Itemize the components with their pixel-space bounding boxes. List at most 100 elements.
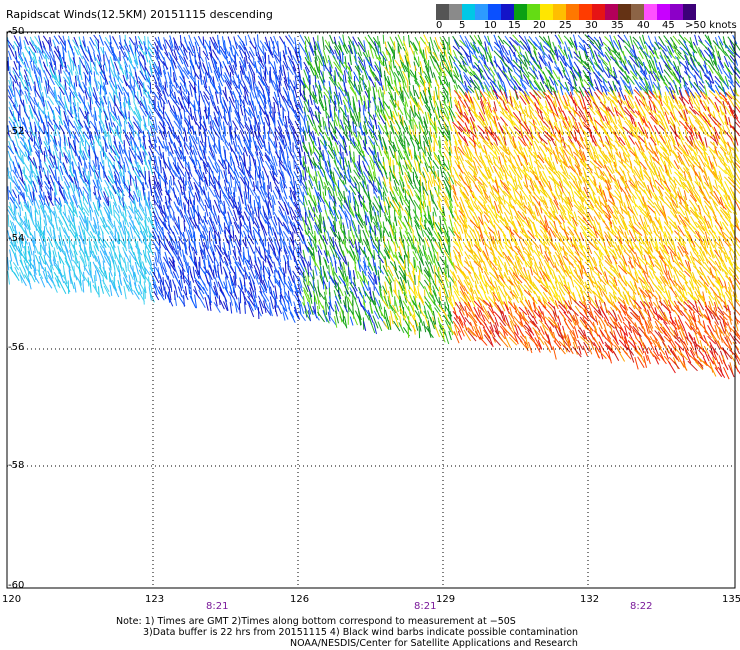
wind-barb <box>88 104 93 118</box>
wind-barb <box>337 167 342 178</box>
wind-barb <box>263 196 269 208</box>
wind-barb <box>482 75 491 88</box>
wind-barb <box>32 56 39 71</box>
wind-barb <box>537 85 546 96</box>
wind-barb <box>627 75 635 85</box>
wind-barb <box>572 116 577 130</box>
wind-barb <box>47 79 50 92</box>
wind-barb <box>714 101 720 113</box>
wind-barb <box>173 180 180 193</box>
wind-barb <box>684 121 694 133</box>
wind-barb <box>494 95 500 105</box>
wind-barb <box>598 80 604 93</box>
wind-barb <box>573 99 578 112</box>
wind-barb <box>714 179 718 189</box>
wind-barb <box>519 80 527 90</box>
wind-barb <box>333 81 340 90</box>
wind-barb <box>347 101 355 114</box>
wind-barb <box>704 39 714 50</box>
wind-barb <box>423 120 429 133</box>
wind-barb <box>569 70 578 81</box>
wind-barb <box>239 56 246 68</box>
wind-barb <box>644 45 649 57</box>
wind-barb <box>389 110 393 121</box>
wind-barb <box>119 45 126 58</box>
wind-barb <box>528 36 537 47</box>
wind-barb <box>213 117 220 128</box>
wind-barb <box>138 84 143 97</box>
wind-barb <box>537 90 546 99</box>
wind-barb <box>613 35 621 49</box>
wind-barb <box>348 44 353 55</box>
wind-barb <box>618 80 622 91</box>
wind-barb <box>303 61 311 73</box>
wind-barb <box>433 65 441 77</box>
wind-barb <box>39 91 44 102</box>
wind-barb <box>254 105 259 119</box>
wind-barb <box>44 114 48 127</box>
wind-barb <box>119 51 121 61</box>
wind-barb <box>437 106 441 118</box>
wind-barb <box>509 36 519 46</box>
wind-barb <box>194 120 202 130</box>
wind-barb <box>239 192 244 204</box>
wind-barb <box>143 159 150 170</box>
wind-barb <box>427 114 436 126</box>
wind-barb <box>128 195 135 204</box>
wind-barb <box>343 41 350 53</box>
wind-barb <box>267 46 274 56</box>
wind-barb <box>293 155 295 170</box>
wind-barb <box>643 116 647 127</box>
wind-barb <box>617 34 625 43</box>
wind-barb <box>248 100 255 113</box>
wind-barb <box>63 65 70 76</box>
wind-barb <box>528 79 537 90</box>
wind-barb <box>443 46 446 57</box>
wind-barb <box>74 116 82 130</box>
wind-barb <box>729 85 735 97</box>
wind-barb <box>707 35 712 45</box>
wind-barb <box>78 64 81 75</box>
wind-barb <box>707 120 716 132</box>
wind-barb <box>708 70 715 84</box>
wind-barb <box>459 74 464 84</box>
wind-barb <box>627 95 635 109</box>
wind-barb <box>29 95 36 106</box>
wind-barb <box>78 107 86 120</box>
wind-barb <box>464 85 472 94</box>
wind-barb <box>644 65 651 75</box>
wind-barb <box>393 107 398 117</box>
wind-barb <box>649 70 656 82</box>
wind-barb <box>684 89 691 101</box>
wind-barb <box>118 82 124 92</box>
wind-barb <box>333 61 342 74</box>
wind-barb <box>222 116 229 126</box>
wind-barb <box>444 76 449 86</box>
wind-barb <box>487 69 497 82</box>
wind-barb <box>228 96 235 107</box>
wind-barb <box>143 99 148 112</box>
wind-barb <box>412 116 419 129</box>
wind-barb <box>539 74 545 84</box>
wind-barb <box>399 86 404 99</box>
wind-barb <box>513 64 522 74</box>
wind-barb <box>658 36 665 46</box>
wind-barb <box>8 161 13 172</box>
wind-barb <box>694 34 698 46</box>
wind-barb <box>283 71 288 82</box>
wind-barb <box>189 84 193 97</box>
wind-barb <box>388 115 395 125</box>
wind-barb <box>114 61 120 75</box>
wind-barb <box>367 89 370 101</box>
wind-barb <box>247 34 253 45</box>
wind-barb <box>403 107 408 121</box>
wind-barb <box>427 77 432 89</box>
wind-barb <box>282 139 286 149</box>
wind-barb <box>448 36 450 51</box>
wind-barb <box>434 36 440 50</box>
wind-barb <box>187 91 191 105</box>
wind-barb <box>432 51 440 62</box>
wind-barb <box>382 51 388 61</box>
wind-barb <box>127 51 133 63</box>
wind-barb <box>357 37 364 48</box>
